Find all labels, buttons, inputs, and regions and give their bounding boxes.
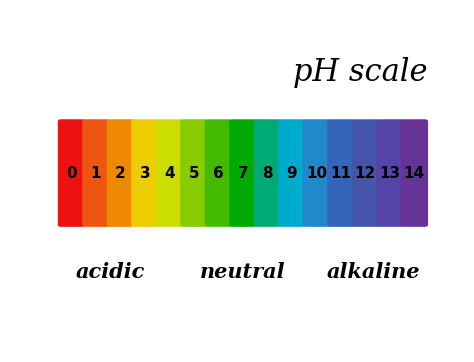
- Text: acidic: acidic: [76, 262, 146, 282]
- FancyBboxPatch shape: [327, 119, 355, 227]
- FancyBboxPatch shape: [131, 119, 159, 227]
- FancyBboxPatch shape: [352, 119, 379, 227]
- FancyBboxPatch shape: [278, 119, 306, 227]
- Text: 2: 2: [115, 165, 126, 181]
- Text: 9: 9: [287, 165, 297, 181]
- Text: 4: 4: [164, 165, 175, 181]
- Text: 8: 8: [262, 165, 273, 181]
- Text: 5: 5: [189, 165, 199, 181]
- Text: 0: 0: [66, 165, 77, 181]
- FancyBboxPatch shape: [401, 119, 428, 227]
- FancyBboxPatch shape: [376, 119, 403, 227]
- FancyBboxPatch shape: [254, 119, 281, 227]
- Text: pH scale: pH scale: [293, 58, 428, 88]
- FancyBboxPatch shape: [303, 119, 330, 227]
- FancyBboxPatch shape: [205, 119, 232, 227]
- Text: 14: 14: [404, 165, 425, 181]
- Text: 3: 3: [140, 165, 150, 181]
- FancyBboxPatch shape: [229, 119, 256, 227]
- FancyBboxPatch shape: [82, 119, 109, 227]
- FancyBboxPatch shape: [156, 119, 183, 227]
- Text: 10: 10: [306, 165, 327, 181]
- FancyBboxPatch shape: [58, 119, 85, 227]
- Text: 12: 12: [355, 165, 376, 181]
- FancyBboxPatch shape: [180, 119, 208, 227]
- Text: 13: 13: [379, 165, 401, 181]
- Text: neutral: neutral: [200, 262, 286, 282]
- Text: alkaline: alkaline: [327, 262, 420, 282]
- Text: 6: 6: [213, 165, 224, 181]
- Text: 11: 11: [330, 165, 351, 181]
- Text: 1: 1: [91, 165, 101, 181]
- FancyBboxPatch shape: [107, 119, 134, 227]
- Text: 7: 7: [237, 165, 248, 181]
